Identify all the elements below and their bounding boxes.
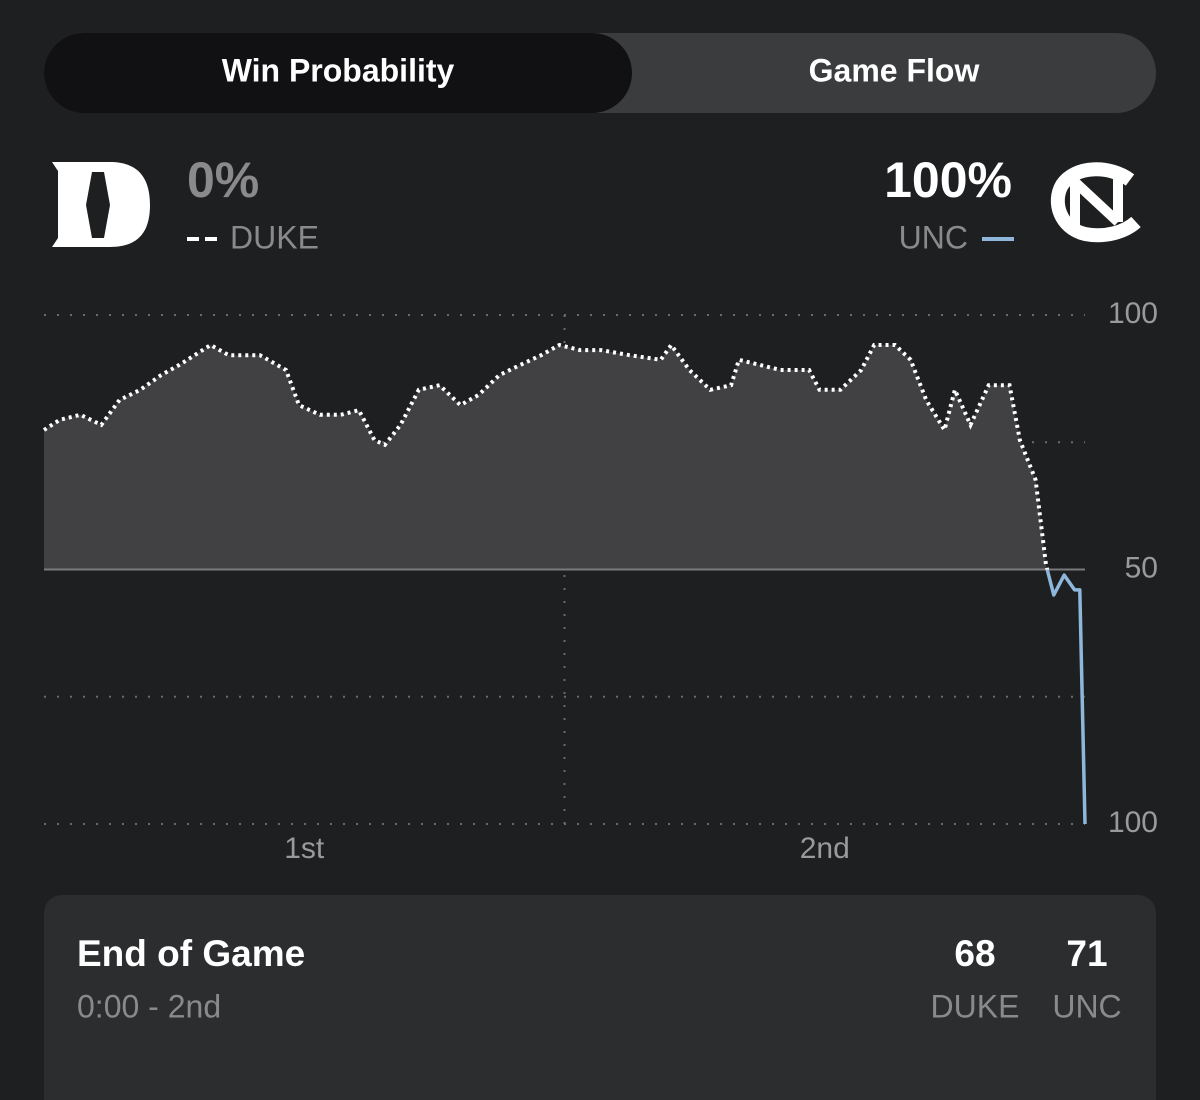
tab-active[interactable] [44, 33, 632, 113]
team-probability: 100% [884, 152, 1012, 208]
area [44, 345, 1085, 570]
y-tick-label: 100 [1108, 806, 1158, 839]
team-probability: 0% [187, 152, 259, 208]
score-team: UNC [1052, 988, 1121, 1024]
x-tick-label: 2nd [800, 832, 850, 865]
y-tick-label: 100 [1108, 297, 1158, 330]
x-tick-label: 1st [284, 832, 325, 865]
tab-label[interactable]: Game Flow [809, 52, 980, 88]
chart: 100 50 100 1st 2nd [42, 297, 1158, 865]
status-title: End of Game [77, 933, 305, 974]
team-name: UNC [899, 219, 968, 255]
status-clock: 0:00 - 2nd [77, 988, 221, 1024]
line-duke [42, 341, 1050, 570]
unc-logo [1050, 162, 1141, 243]
team-name: DUKE [230, 219, 319, 255]
duke-logo [52, 162, 150, 247]
y-tick-label: 50 [1125, 551, 1158, 584]
score: 68 [954, 933, 995, 974]
tab-label[interactable]: Win Probability [222, 52, 455, 88]
score-team: DUKE [931, 988, 1020, 1024]
status-card [44, 895, 1156, 1100]
score: 71 [1066, 933, 1107, 974]
